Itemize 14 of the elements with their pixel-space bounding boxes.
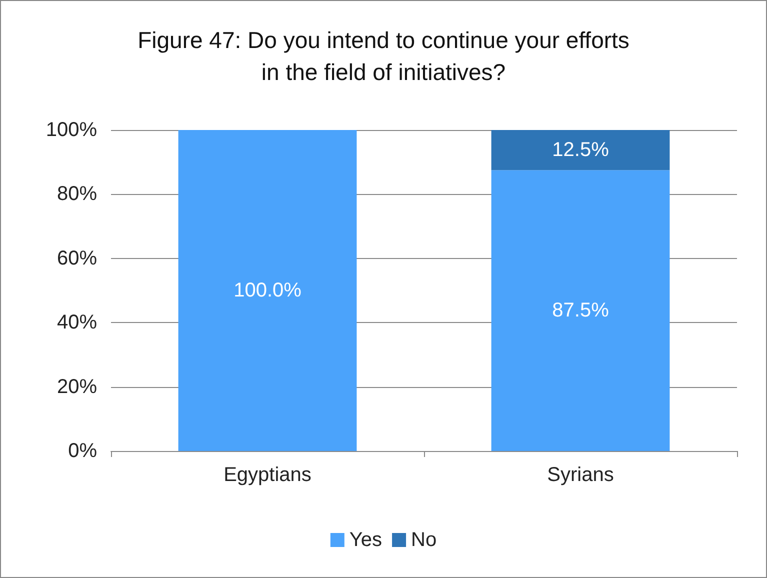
y-tick-label: 60% — [56, 247, 98, 270]
y-tick-label: 0% — [68, 440, 98, 462]
x-tick-label: Syrians — [547, 464, 614, 486]
data-label: 12.5% — [552, 139, 610, 162]
chart-title: Figure 47: Do you intend to continue your efforts in the field of initiatives? — [138, 27, 630, 85]
legend-label: No — [411, 529, 437, 551]
y-tick-label: 20% — [56, 376, 98, 398]
data-label: 100.0% — [234, 280, 302, 302]
y-tick-label: 100% — [46, 119, 98, 141]
data-label: 87.5% — [552, 300, 610, 322]
y-tick-label: 40% — [56, 312, 98, 334]
y-tick-label: 80% — [56, 183, 98, 206]
x-tick-label: Egyptians — [224, 464, 312, 486]
legend-label: Yes — [349, 529, 382, 551]
